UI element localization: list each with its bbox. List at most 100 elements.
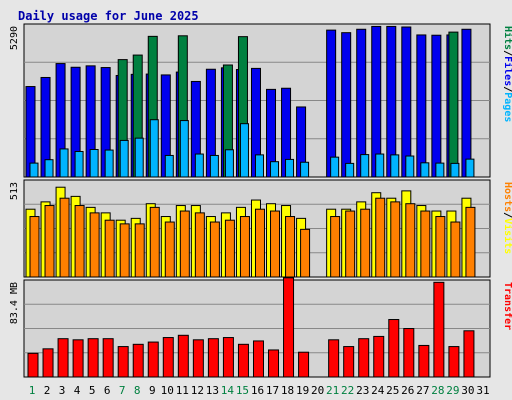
bar-kbytes [147, 341, 159, 378]
x-tick-label: 17 [266, 384, 279, 397]
bar-hits [326, 29, 337, 178]
panel-kbytes: 83.4 MB Transfer [9, 277, 512, 378]
bar-pages [29, 162, 39, 178]
bar-kbytes [222, 337, 234, 378]
x-tick-label: 31 [476, 384, 489, 397]
bar-hosts [119, 223, 130, 278]
x-tick-label: 16 [251, 384, 264, 397]
bar-hosts [285, 216, 296, 278]
legend-entry: Hits [502, 26, 512, 50]
legend-entry: Pages [502, 92, 512, 122]
bar-pages [465, 158, 475, 178]
panel-visits_hosts: 513 Hosts/Visits [9, 179, 512, 278]
bar-pages [149, 119, 159, 178]
panel-hits_files_pages: 5290 Hits/Files/Pages [9, 23, 512, 178]
x-tick-label: 8 [134, 384, 141, 397]
bar-hosts [465, 206, 476, 278]
bar-hosts [59, 197, 70, 278]
bar-kbytes [358, 338, 370, 378]
bar-pages [420, 162, 430, 178]
bar-pages [435, 162, 445, 178]
x-tick-label: 30 [461, 384, 474, 397]
bar-hosts [254, 208, 265, 278]
bar-pages [74, 150, 84, 178]
x-tick-label: 5 [89, 384, 96, 397]
bar-kbytes [433, 281, 445, 378]
bar-pages [375, 153, 385, 178]
bar-pages [390, 154, 400, 178]
chart-panels: 5290 Hits/Files/Pages 513 Hosts/Visits 83.4 … [9, 23, 512, 378]
bar-kbytes [268, 349, 280, 378]
bar-pages [300, 161, 310, 178]
bar-pages [285, 158, 295, 178]
legend-entry: Visits [502, 218, 512, 254]
bar-kbytes [328, 339, 340, 378]
bar-hosts [435, 216, 446, 278]
bar-pages [254, 154, 264, 178]
bar-kbytes [162, 337, 174, 378]
panel-max-label: 5290 [9, 26, 20, 50]
x-tick-label: 7 [119, 384, 126, 397]
bar-hosts [89, 212, 100, 278]
x-tick-label: 11 [176, 384, 189, 397]
bar-hosts [194, 212, 205, 278]
x-tick-label: 9 [149, 384, 156, 397]
bar-kbytes [283, 277, 295, 378]
bar-pages [224, 149, 234, 178]
bar-kbytes [27, 352, 39, 378]
bar-hosts [44, 205, 55, 278]
legend-entry: Hosts [502, 182, 512, 212]
panel-legend: Hits/Files/Pages [502, 26, 512, 122]
bar-files [448, 31, 459, 178]
bar-pages [179, 120, 189, 178]
bar-hosts [405, 203, 416, 278]
bar-kbytes [252, 340, 264, 378]
panel-max-label: 83.4 MB [9, 282, 20, 324]
bar-hosts [375, 197, 386, 278]
x-tick-label: 15 [236, 384, 249, 397]
bar-kbytes [298, 351, 310, 378]
x-tick-label: 4 [74, 384, 81, 397]
legend-entry: / [502, 212, 512, 218]
x-tick-label: 29 [446, 384, 459, 397]
panel-legend: Transfer [502, 282, 512, 330]
bar-pages [270, 161, 280, 178]
bar-kbytes [117, 346, 129, 378]
bar-hits [341, 32, 352, 178]
x-tick-label: 18 [281, 384, 294, 397]
bar-hosts [179, 210, 190, 278]
x-tick-label: 28 [431, 384, 444, 397]
bar-hosts [149, 206, 160, 278]
bar-hosts [104, 219, 115, 278]
bar-pages [194, 153, 204, 178]
bar-kbytes [418, 344, 430, 378]
bar-hosts [134, 223, 145, 278]
bar-kbytes [463, 330, 475, 378]
bar-pages [360, 154, 370, 178]
bar-hits [401, 26, 412, 178]
bar-kbytes [42, 348, 54, 378]
x-tick-label: 20 [311, 384, 324, 397]
bar-hosts [224, 219, 235, 278]
bar-pages [44, 159, 54, 178]
x-tick-label: 1 [29, 384, 36, 397]
x-tick-label: 12 [191, 384, 204, 397]
bar-kbytes [72, 339, 84, 378]
x-axis-day-labels: 1 2 3 4 5 6 7 8 9 10 11 12 13 14 15 16 17 18 19 20 21 22 23 24 2… [29, 384, 490, 397]
bar-pages [239, 123, 249, 178]
bar-pages [134, 137, 144, 178]
chart-title: Daily usage for June 2025 [18, 9, 199, 23]
bar-hosts [360, 208, 371, 278]
panel-max-label: 513 [9, 182, 20, 200]
x-tick-label: 23 [356, 384, 369, 397]
bar-kbytes [388, 319, 400, 378]
bar-kbytes [343, 346, 355, 378]
bar-hosts [420, 210, 431, 278]
bar-kbytes [57, 338, 69, 378]
x-tick-label: 25 [386, 384, 399, 397]
bar-hosts [450, 221, 461, 278]
bar-hosts [29, 216, 40, 278]
bar-hosts [300, 228, 311, 278]
x-tick-label: 22 [341, 384, 354, 397]
